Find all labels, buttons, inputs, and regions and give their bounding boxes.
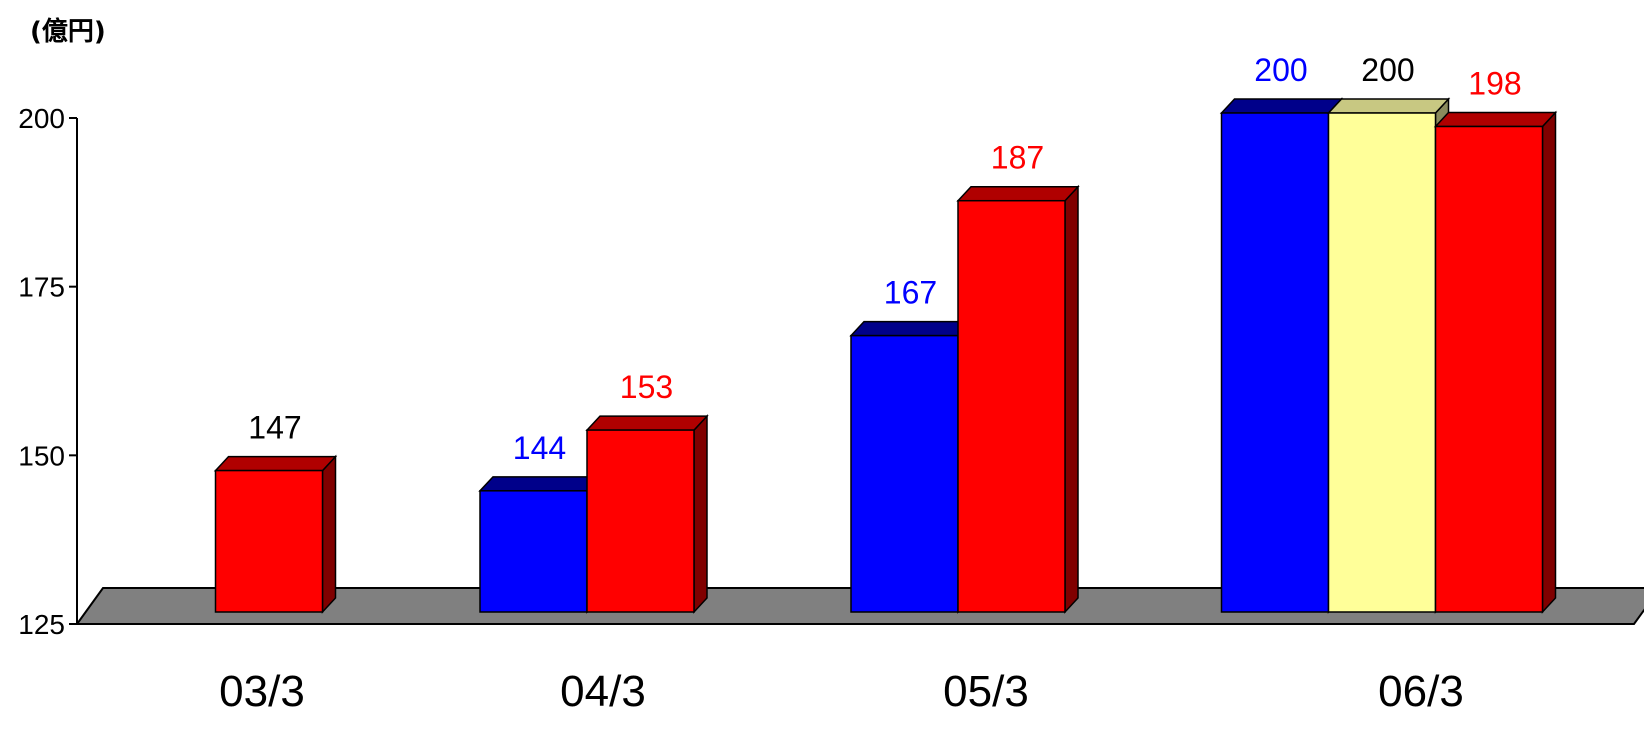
y-tick-label: 125 [18,609,65,640]
bar [585,414,709,614]
y-tick-label: 150 [18,440,65,471]
x-category-label: 04/3 [560,667,646,716]
y-tick-label: 200 [18,103,65,134]
bar [1219,97,1344,614]
bar-value-label: 200 [1361,52,1414,88]
unit-label: (億円) [30,17,106,47]
x-category-label: 06/3 [1378,667,1464,716]
x-category-label: 05/3 [943,667,1029,716]
bar-front-face [850,334,959,613]
bar-top-face [213,455,338,472]
bar-side-face [321,454,337,614]
bar [956,184,1080,614]
bar-front-face [1220,112,1330,613]
bar-front-face [957,199,1066,613]
bar-top-face [1219,98,1344,114]
bar [478,474,602,614]
bar-front-face [586,429,695,613]
bar-top-face [585,415,709,431]
bar-top-face [1326,98,1451,114]
bar-top-face [849,320,973,337]
x-category-label: 03/3 [219,667,305,716]
bar [1433,110,1558,614]
y-tick-label: 175 [18,272,65,303]
bar-top-face [1433,111,1558,128]
bar-value-label: 198 [1468,65,1521,101]
bar-value-label: 144 [513,430,566,466]
bar-side-face [693,414,708,614]
bar-front-face [479,490,588,613]
bar-top-face [956,185,1080,202]
bar-value-label: 167 [884,275,937,311]
bar-value-label: 200 [1254,52,1307,88]
bar [213,454,338,614]
bar-side-face [1541,110,1557,614]
bar-value-label: 153 [620,369,673,405]
bar-value-label: 187 [991,140,1044,176]
bar-side-face [1064,184,1079,614]
bar [849,319,973,614]
bar-top-face [478,476,602,492]
bar [1326,97,1451,614]
bar-front-face [1434,125,1544,613]
bar-value-label: 147 [248,410,301,446]
bar-front-face [1327,112,1437,613]
bar-front-face [214,469,324,613]
